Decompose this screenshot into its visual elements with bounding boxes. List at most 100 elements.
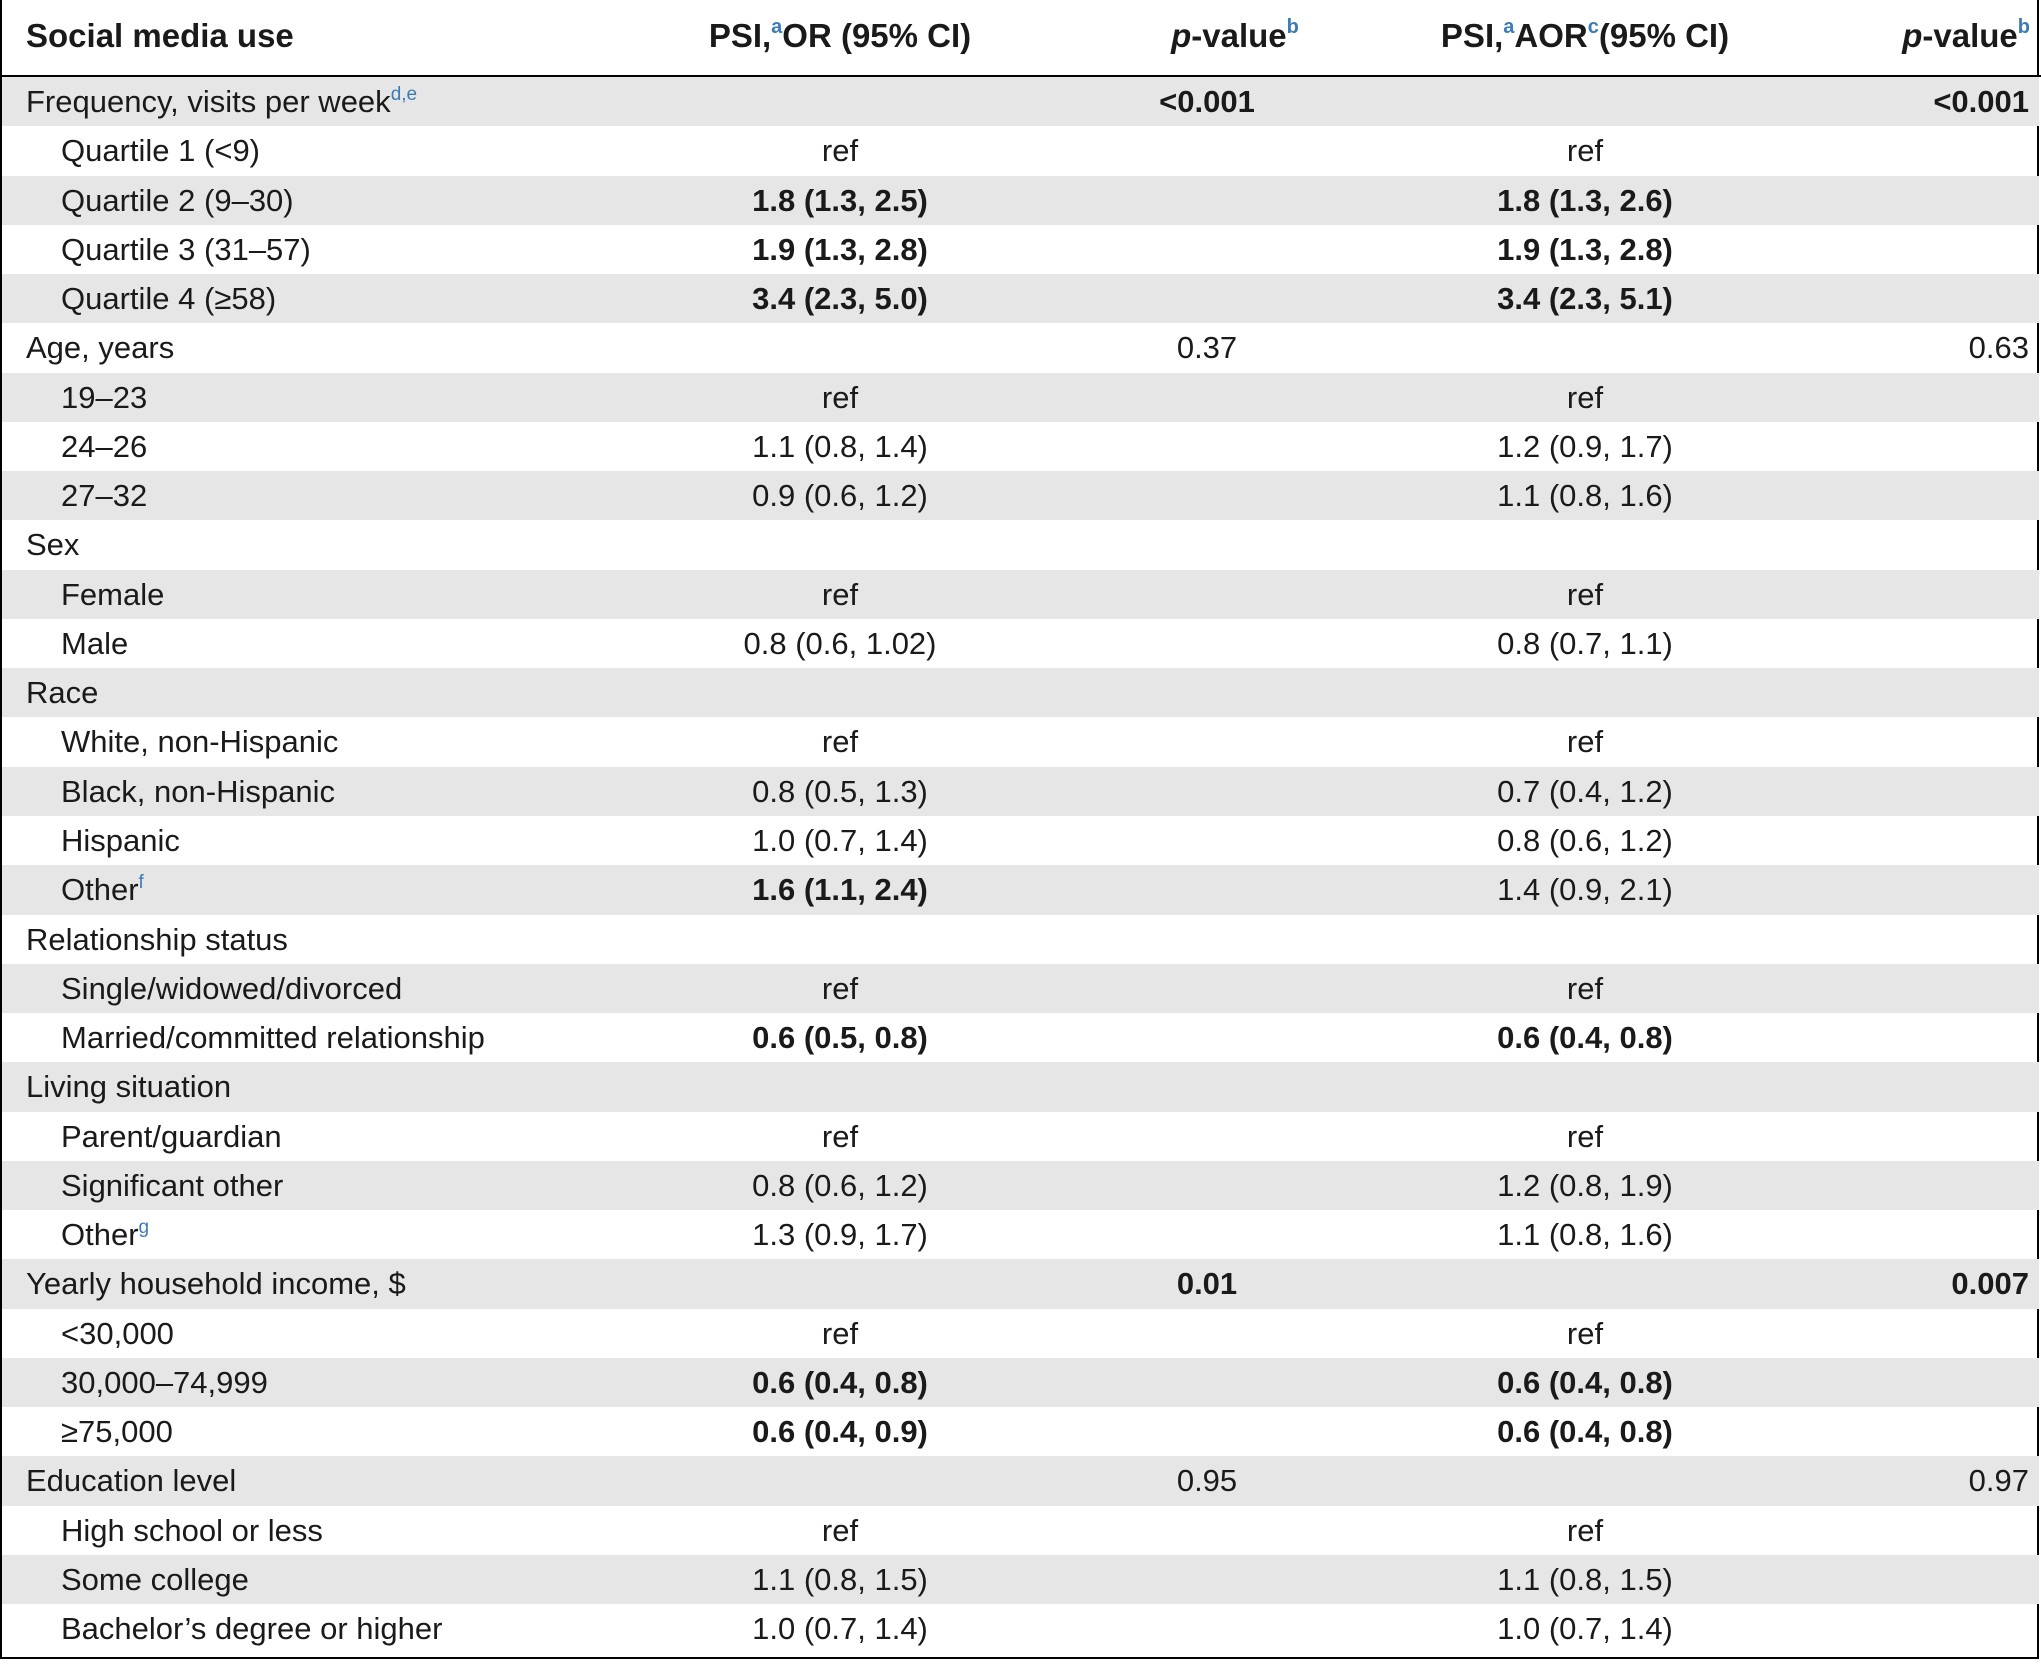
odds-ratio-cell: ref [821, 379, 859, 415]
adjusted-odds-ratio-cell: 1.1 (0.8, 1.6) [1497, 478, 1673, 514]
p-value-cell [1112, 1604, 1302, 1653]
odds-ratio-cell [670, 915, 1010, 964]
p-value-cell [1112, 668, 1302, 717]
p-value-cell [1112, 1358, 1302, 1407]
p-value-cell: 0.37 [1176, 330, 1238, 366]
adjusted-odds-ratio-cell: 0.8 (0.7, 1.1) [1497, 625, 1673, 661]
footnote-b[interactable]: b [2017, 16, 2030, 38]
table-body: Frequency, visits per weekd,e <0.001 <0.00… [2, 77, 2039, 1654]
adjusted-p-value-cell [1832, 1062, 2029, 1111]
row-label: Relationship status [26, 921, 288, 957]
adjusted-odds-ratio-cell [1415, 1259, 1755, 1308]
table-row: 24–26 1.1 (0.8, 1.4) 1.2 (0.9, 1.7) [2, 422, 2039, 471]
row-label: Quartile 2 (9–30) [61, 182, 294, 218]
table-group-row: Education level 0.95 0.97 [2, 1456, 2039, 1506]
p-value-cell [1112, 570, 1302, 619]
p-value-cell: 0.95 [1176, 1463, 1238, 1499]
odds-ratio-cell: 1.6 (1.1, 2.4) [752, 872, 928, 908]
table-row: Male 0.8 (0.6, 1.02) 0.8 (0.7, 1.1) [2, 619, 2039, 668]
row-label: 30,000–74,999 [61, 1364, 268, 1400]
row-label: Yearly household income, $ [26, 1266, 406, 1302]
adjusted-odds-ratio-cell [1415, 1062, 1755, 1111]
adjusted-p-value-cell [1832, 1112, 2029, 1161]
row-label: 19–23 [61, 379, 148, 415]
adjusted-p-value-cell [1832, 816, 2029, 865]
row-label: <30,000 [61, 1315, 174, 1351]
footnote-c[interactable]: c [1587, 16, 1599, 38]
adjusted-odds-ratio-cell: 0.6 (0.4, 0.8) [1497, 1414, 1673, 1450]
adjusted-odds-ratio-cell [1415, 520, 1755, 569]
table-header: Social media use PSI,aOR (95% CI) p-valu… [0, 0, 2041, 77]
table-row: Hispanic 1.0 (0.7, 1.4) 0.8 (0.6, 1.2) [2, 816, 2039, 865]
p-value-cell [1112, 1309, 1302, 1358]
p-value-cell [1112, 865, 1302, 914]
adjusted-p-value-cell [1832, 1309, 2029, 1358]
odds-ratio-cell: 0.8 (0.6, 1.02) [743, 625, 937, 661]
adjusted-odds-ratio-cell: 1.9 (1.3, 2.8) [1497, 231, 1673, 267]
table-row: 30,000–74,999 0.6 (0.4, 0.8) 0.6 (0.4, 0.8… [2, 1357, 2039, 1408]
footnote-a[interactable]: a [1503, 16, 1515, 38]
adjusted-p-value-cell: 0.63 [1968, 330, 2029, 366]
odds-ratio-cell: 1.1 (0.8, 1.4) [752, 428, 928, 464]
p-value-cell [1112, 1555, 1302, 1604]
p-value-cell [1112, 1013, 1302, 1062]
footnote-marker[interactable]: g [138, 1217, 150, 1239]
footnote-marker[interactable]: f [138, 872, 144, 894]
footnote-a[interactable]: a [771, 16, 783, 38]
adjusted-p-value-cell [1832, 1161, 2029, 1210]
row-label: Quartile 1 (<9) [61, 133, 261, 169]
table-row: 27–32 0.9 (0.6, 1.2) 1.1 (0.8, 1.6) [2, 471, 2039, 521]
row-label: Quartile 4 (≥58) [61, 281, 277, 317]
table-group-row: Living situation [2, 1062, 2039, 1112]
row-label: 24–26 [61, 428, 148, 464]
p-value-cell [1112, 1112, 1302, 1161]
adjusted-p-value-cell [1832, 1604, 2029, 1653]
p-value-cell [1112, 915, 1302, 964]
adjusted-odds-ratio-cell: 1.2 (0.9, 1.7) [1497, 428, 1673, 464]
adjusted-odds-ratio-cell: 3.4 (2.3, 5.1) [1497, 281, 1673, 317]
footnote-marker[interactable]: d,e [390, 84, 418, 105]
adjusted-odds-ratio-cell: 0.6 (0.4, 0.8) [1497, 1364, 1673, 1400]
row-label: ≥75,000 [61, 1414, 173, 1450]
adjusted-p-value-cell: 0.007 [1951, 1266, 2029, 1302]
odds-ratio-cell: 1.0 (0.7, 1.4) [752, 1611, 928, 1647]
odds-ratio-cell: 1.0 (0.7, 1.4) [752, 822, 928, 858]
table-row: ≥75,000 0.6 (0.4, 0.9) 0.6 (0.4, 0.8) [2, 1407, 2039, 1456]
p-value-cell [1112, 126, 1302, 175]
table-row: Significant other 0.8 (0.6, 1.2) 1.2 (0.8,… [2, 1160, 2039, 1211]
adjusted-odds-ratio-cell: 1.1 (0.8, 1.6) [1497, 1217, 1673, 1253]
row-label: Frequency, visits per weekd,e [26, 84, 418, 119]
row-label: Race [26, 675, 99, 711]
adjusted-p-value-cell: 0.97 [1968, 1463, 2029, 1499]
table-group-row: Sex [2, 520, 2039, 569]
table-row: Quartile 2 (9–30) 1.8 (1.3, 2.5) 1.8 (1.3,… [2, 175, 2039, 225]
adjusted-p-value-cell [1832, 126, 2029, 175]
p-value-cell [1112, 1407, 1302, 1456]
footnote-b[interactable]: b [1286, 16, 1299, 38]
adjusted-p-value-cell [1832, 225, 2029, 274]
adjusted-odds-ratio-cell: ref [1566, 1315, 1604, 1351]
adjusted-p-value-cell [1832, 520, 2029, 569]
row-label: Otherf [61, 872, 144, 908]
adjusted-p-value-cell [1832, 570, 2029, 619]
header-social-media-use: Social media use [26, 17, 294, 54]
p-value-cell [1112, 816, 1302, 865]
odds-ratio-cell: 0.8 (0.5, 1.3) [752, 773, 928, 809]
table-row: Black, non-Hispanic 0.8 (0.5, 1.3) 0.7 (0.… [2, 766, 2039, 816]
adjusted-p-value-cell [1832, 1407, 2029, 1456]
adjusted-odds-ratio-cell: 1.2 (0.8, 1.9) [1497, 1167, 1673, 1203]
p-value-cell [1112, 1062, 1302, 1111]
table-row: 19–23 ref ref [2, 372, 2039, 422]
row-label: Otherg [61, 1217, 150, 1253]
odds-ratio-cell [670, 323, 1010, 372]
adjusted-p-value-cell [1832, 1210, 2029, 1259]
p-value-cell [1112, 176, 1302, 225]
p-value-cell [1112, 1210, 1302, 1259]
header-p-value-1: p-valueb [1171, 16, 1299, 54]
adjusted-odds-ratio-cell: ref [1566, 576, 1604, 612]
row-label: Sex [26, 527, 80, 563]
odds-ratio-cell [670, 77, 1010, 126]
row-label: Married/committed relationship [61, 1020, 485, 1056]
odds-ratio-cell: 0.6 (0.4, 0.8) [752, 1364, 928, 1400]
